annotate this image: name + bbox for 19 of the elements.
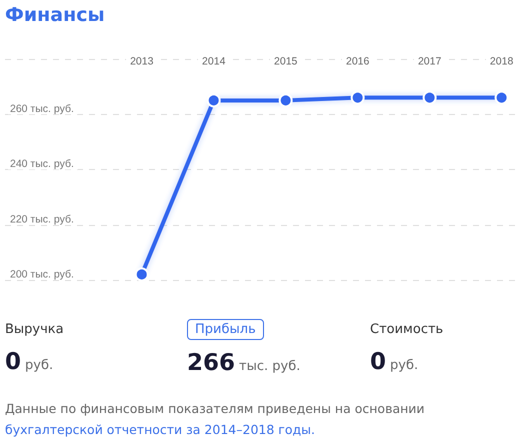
text: Данные по финансовым показателям приведены на основании (5, 401, 425, 416)
text: Стоимость (370, 321, 444, 339)
x-tick-label: 2017 (418, 56, 442, 68)
text: Выручка (5, 321, 64, 339)
text: 0 руб. (370, 349, 420, 375)
y-tick-label: 260 тыс. руб. (10, 102, 74, 115)
x-tick-label: 2013 (130, 56, 154, 68)
x-tick-label: 2015 (274, 56, 298, 68)
y-tick-label: 200 тыс. руб. (10, 268, 74, 280)
x-tick-label: 2014 (202, 56, 226, 68)
x-tick-label: 2018 (490, 56, 514, 68)
y-tick-label: 220 тыс. руб. (10, 213, 74, 226)
text: Прибыль (187, 319, 264, 340)
text: 266 тыс. руб. (187, 350, 302, 376)
text: 0 руб. (5, 349, 54, 375)
text: бухгалтерской отчетности за 2014–2018 годы. (5, 422, 315, 437)
chart-title: Финансы (5, 4, 105, 26)
x-tick-label: 2016 (346, 56, 370, 68)
y-tick-label: 240 тыс. руб. (10, 158, 74, 170)
